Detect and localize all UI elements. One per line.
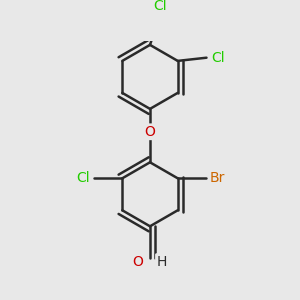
Text: Cl: Cl xyxy=(76,171,90,185)
Text: Cl: Cl xyxy=(153,0,166,14)
Text: Br: Br xyxy=(210,171,225,185)
Text: O: O xyxy=(145,125,155,139)
Text: O: O xyxy=(132,255,143,268)
Text: H: H xyxy=(157,255,167,268)
Text: Cl: Cl xyxy=(212,51,225,65)
